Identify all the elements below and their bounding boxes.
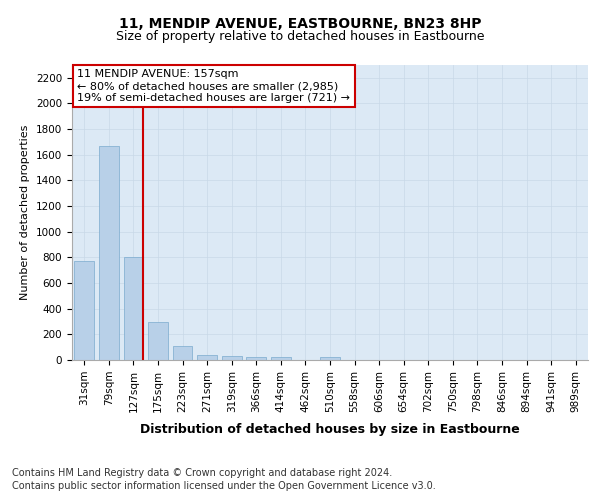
Bar xyxy=(124,258,143,360)
Text: Distribution of detached houses by size in Eastbourne: Distribution of detached houses by size … xyxy=(140,422,520,436)
Text: 11, MENDIP AVENUE, EASTBOURNE, BN23 8HP: 11, MENDIP AVENUE, EASTBOURNE, BN23 8HP xyxy=(119,18,481,32)
Bar xyxy=(222,356,242,360)
Bar xyxy=(271,357,290,360)
Bar xyxy=(247,357,266,360)
Text: 11 MENDIP AVENUE: 157sqm
← 80% of detached houses are smaller (2,985)
19% of sem: 11 MENDIP AVENUE: 157sqm ← 80% of detach… xyxy=(77,70,350,102)
Text: Contains HM Land Registry data © Crown copyright and database right 2024.: Contains HM Land Registry data © Crown c… xyxy=(12,468,392,477)
Bar xyxy=(173,346,193,360)
Bar xyxy=(197,355,217,360)
Y-axis label: Number of detached properties: Number of detached properties xyxy=(20,125,31,300)
Bar xyxy=(320,357,340,360)
Text: Size of property relative to detached houses in Eastbourne: Size of property relative to detached ho… xyxy=(116,30,484,43)
Bar xyxy=(148,322,168,360)
Text: Contains public sector information licensed under the Open Government Licence v3: Contains public sector information licen… xyxy=(12,481,436,491)
Bar xyxy=(99,146,119,360)
Bar xyxy=(74,261,94,360)
